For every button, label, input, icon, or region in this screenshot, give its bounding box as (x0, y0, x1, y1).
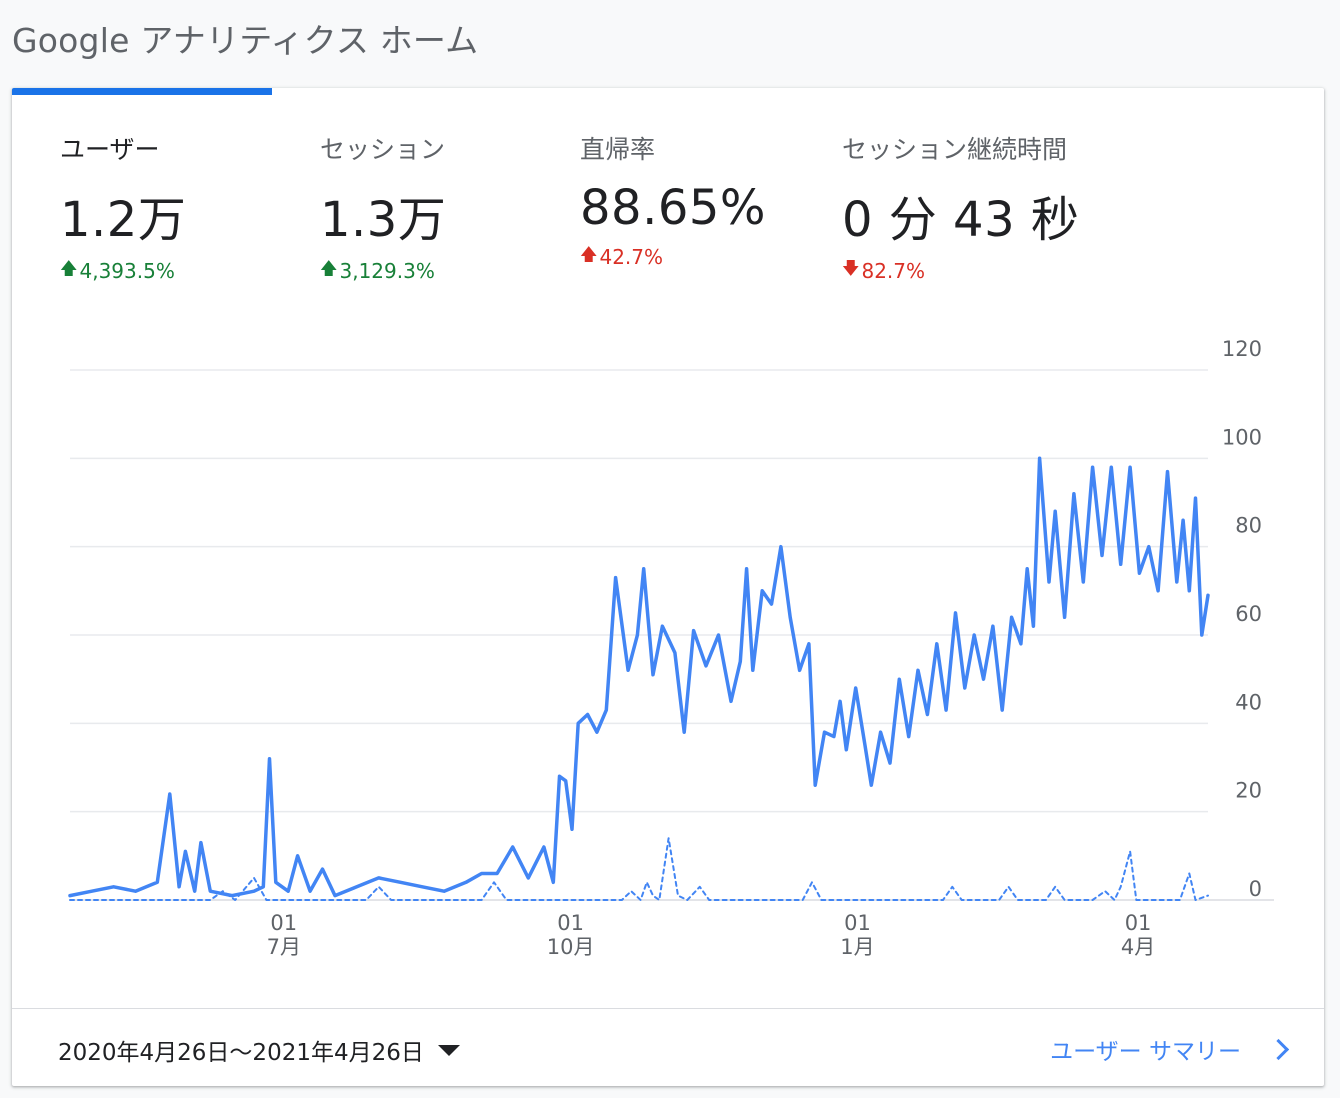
x-tick-day-label: 01 (1125, 911, 1152, 935)
metric-value: 1.3万 (320, 192, 447, 248)
y-tick-label: 60 (1235, 602, 1262, 626)
date-range-label: 2020年4月26日～2021年4月26日 (58, 1040, 424, 1066)
user-summary-link[interactable]: ユーザー サマリー (1050, 1032, 1290, 1066)
metric-change-value: 4,393.5% (79, 258, 175, 283)
metric-value: 0 分 43 秒 (842, 192, 1080, 248)
metric-value: 1.2万 (60, 192, 187, 248)
page-title: Google アナリティクス ホーム (12, 21, 479, 60)
analytics-overview-card: ユーザー 1.2万 🡅 4,393.5% セッション 1.3万 🡅 3,129.… (12, 88, 1324, 1086)
y-tick-label: 100 (1222, 425, 1262, 449)
y-tick-label: 120 (1222, 337, 1262, 361)
metric-change-value: 42.7% (599, 244, 664, 269)
users-series-line (68, 456, 1210, 898)
y-tick-label: 20 (1235, 779, 1262, 803)
metric-change-value: 3,129.3% (339, 258, 435, 283)
x-tick-month-label: 10月 (547, 935, 595, 959)
date-range-selector[interactable]: 2020年4月26日～2021年4月26日 (58, 1033, 460, 1067)
y-tick-label: 40 (1235, 690, 1262, 714)
y-tick-label: 80 (1235, 514, 1262, 538)
x-tick-day-label: 01 (844, 911, 871, 935)
comparison-series-line (69, 837, 1209, 901)
x-tick-month-label: 7月 (267, 935, 301, 959)
arrow-up-icon: 🡅 (60, 259, 78, 279)
arrow-down-icon: 🡇 (842, 259, 860, 279)
active-tab-indicator (12, 88, 272, 95)
metric-session-duration[interactable]: セッション継続時間 0 分 43 秒 🡇 82.7% (842, 130, 1079, 285)
metric-label: ユーザー (60, 135, 160, 164)
chevron-right-icon (1267, 1038, 1290, 1060)
metric-sessions[interactable]: セッション 1.3万 🡅 3,129.3% (320, 130, 446, 285)
metric-change: 🡅 4,393.5% (60, 256, 186, 285)
y-tick-label: 0 (1249, 877, 1262, 901)
dropdown-caret-icon (437, 1044, 460, 1056)
metric-change: 🡅 42.7% (580, 242, 766, 271)
metric-label: セッション (320, 135, 446, 164)
metric-change: 🡅 3,129.3% (320, 256, 446, 285)
metric-label: 直帰率 (580, 135, 656, 164)
x-tick-day-label: 01 (270, 911, 297, 935)
user-summary-label: ユーザー サマリー (1050, 1039, 1241, 1065)
x-tick-month-label: 1月 (840, 935, 874, 959)
x-tick-month-label: 4月 (1121, 935, 1155, 959)
metric-users[interactable]: ユーザー 1.2万 🡅 4,393.5% (60, 130, 186, 285)
metric-label: セッション継続時間 (842, 135, 1068, 164)
x-tick-day-label: 01 (557, 911, 584, 935)
footer-divider (12, 1008, 1324, 1009)
arrow-up-icon: 🡅 (320, 259, 338, 279)
metric-change: 🡇 82.7% (842, 256, 1079, 285)
metric-change-value: 82.7% (861, 258, 926, 283)
metric-bounce-rate[interactable]: 直帰率 88.65% 🡅 42.7% (580, 130, 766, 271)
metric-value: 88.65% (580, 180, 767, 236)
arrow-up-icon: 🡅 (580, 245, 598, 265)
